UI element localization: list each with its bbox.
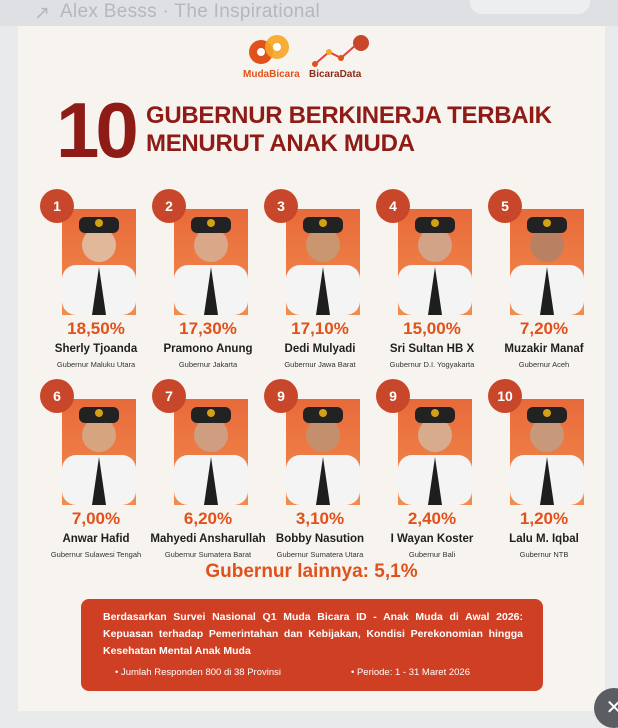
governor-portrait bbox=[62, 407, 136, 505]
governor-portrait bbox=[398, 217, 472, 315]
rank-badge: 9 bbox=[376, 379, 410, 413]
logo-right-text: BicaraData bbox=[309, 69, 362, 80]
vote-percentage: 6,20% bbox=[183, 509, 233, 528]
bicara-data-logo: BicaraData bbox=[309, 34, 379, 80]
governor-role: Gubernur D.I. Yogyakarta bbox=[389, 360, 475, 369]
governor-name: Sherly Tjoanda bbox=[54, 343, 138, 355]
governor-name: Anwar Hafid bbox=[62, 533, 130, 545]
governor-card-6: 6 7,00% Anwar Hafid Gubernur Sulawesi Te… bbox=[40, 379, 152, 577]
infographic-poster: MudaBicara BicaraData 10 GUBERNUR BERKIN… bbox=[18, 26, 605, 711]
rank-badge: 5 bbox=[488, 189, 522, 223]
governor-portrait bbox=[174, 217, 248, 315]
governor-card-9: 9 2,40% I Wayan Koster Gubernur Bali bbox=[376, 379, 488, 577]
governor-portrait bbox=[286, 407, 360, 505]
governor-role: Gubernur Bali bbox=[408, 550, 456, 559]
governor-portrait bbox=[510, 217, 584, 315]
governor-card-2: 2 17,30% Pramono Anung Gubernur Jakarta bbox=[152, 189, 264, 387]
governor-portrait bbox=[510, 407, 584, 505]
vote-percentage: 17,30% bbox=[179, 319, 237, 338]
post-header-text: Alex Besss · The Inspirational bbox=[60, 1, 320, 22]
vote-percentage: 7,00% bbox=[71, 509, 121, 528]
survey-info-box: Berdasarkan Survei Nasional Q1 Muda Bica… bbox=[81, 599, 543, 691]
vote-percentage: 2,40% bbox=[407, 509, 457, 528]
governor-name: Lalu M. Iqbal bbox=[509, 533, 579, 545]
governor-card-5: 5 7,20% Muzakir Manaf Gubernur Aceh bbox=[488, 189, 600, 387]
rank-badge: 4 bbox=[376, 189, 410, 223]
governor-card-8: 9 3,10% Bobby Nasution Gubernur Sumatera… bbox=[264, 379, 376, 577]
header-pill bbox=[470, 0, 590, 14]
respondents-note: • Jumlah Responden 800 di 38 Provinsi bbox=[115, 667, 281, 678]
vote-percentage: 3,10% bbox=[295, 509, 345, 528]
governor-role: Gubernur Jakarta bbox=[178, 360, 238, 369]
governor-portrait bbox=[398, 407, 472, 505]
governor-portrait bbox=[174, 407, 248, 505]
title-line-1: GUBERNUR BERKINERJA TERBAIK bbox=[146, 102, 552, 129]
rank-badge: 3 bbox=[264, 189, 298, 223]
rank-badge: 1 bbox=[40, 189, 74, 223]
governor-role: Gubernur Sumatera Barat bbox=[164, 550, 252, 559]
governor-role: Gubernur Sulawesi Tengah bbox=[50, 550, 142, 559]
governor-role: Gubernur Maluku Utara bbox=[56, 360, 136, 369]
governor-name: Pramono Anung bbox=[163, 343, 253, 355]
governor-name: Bobby Nasution bbox=[275, 533, 365, 545]
vote-percentage: 15,00% bbox=[403, 319, 461, 338]
link-arrow-icon: ↗ bbox=[34, 3, 50, 24]
governor-name: Mahyedi Ansharullah bbox=[150, 533, 266, 545]
post-header: ↗ Alex Besss · The Inspirational bbox=[0, 0, 618, 26]
rank-badge: 10 bbox=[488, 379, 522, 413]
survey-description: Berdasarkan Survei Nasional Q1 Muda Bica… bbox=[103, 611, 523, 657]
governor-card-3: 3 17,10% Dedi Mulyadi Gubernur Jawa Bara… bbox=[264, 189, 376, 387]
governor-portrait bbox=[62, 217, 136, 315]
big-number-10: 10 bbox=[56, 86, 139, 174]
governor-card-1: 1 18,50% Sherly Tjoanda Gubernur Maluku … bbox=[40, 189, 152, 387]
governor-card-10: 10 1,20% Lalu M. Iqbal Gubernur NTB bbox=[488, 379, 600, 577]
period-note: • Periode: 1 - 31 Maret 2026 bbox=[351, 667, 470, 678]
governor-card-4: 4 15,00% Sri Sultan HB X Gubernur D.I. Y… bbox=[376, 189, 488, 387]
rank-badge: 6 bbox=[40, 379, 74, 413]
vote-percentage: 1,20% bbox=[519, 509, 569, 528]
governor-name: Sri Sultan HB X bbox=[389, 343, 475, 355]
vote-percentage: 18,50% bbox=[67, 319, 125, 338]
vote-percentage: 7,20% bbox=[519, 319, 569, 338]
title-line-2: MENURUT ANAK MUDA bbox=[146, 130, 415, 157]
governor-role: Gubernur Aceh bbox=[518, 360, 570, 369]
governor-card-7: 7 6,20% Mahyedi Ansharullah Gubernur Sum… bbox=[150, 379, 266, 577]
rank-badge: 7 bbox=[152, 379, 186, 413]
governor-name: Dedi Mulyadi bbox=[284, 343, 356, 355]
governor-name: I Wayan Koster bbox=[390, 533, 474, 545]
governor-role: Gubernur Jawa Barat bbox=[284, 360, 356, 369]
governor-portrait bbox=[286, 217, 360, 315]
muda-bicara-logo: MudaBicara bbox=[243, 34, 303, 80]
governor-name: Muzakir Manaf bbox=[504, 343, 584, 355]
rank-badge: 2 bbox=[152, 189, 186, 223]
rank-badge: 9 bbox=[264, 379, 298, 413]
logo-left-text: MudaBicara bbox=[243, 69, 300, 80]
logos: MudaBicara BicaraData bbox=[243, 34, 383, 84]
vote-percentage: 17,10% bbox=[291, 319, 349, 338]
other-governors-total: Gubernur lainnya: 5,1% bbox=[205, 561, 418, 582]
governor-role: Gubernur NTB bbox=[519, 550, 569, 559]
governor-role: Gubernur Sumatera Utara bbox=[276, 550, 364, 559]
